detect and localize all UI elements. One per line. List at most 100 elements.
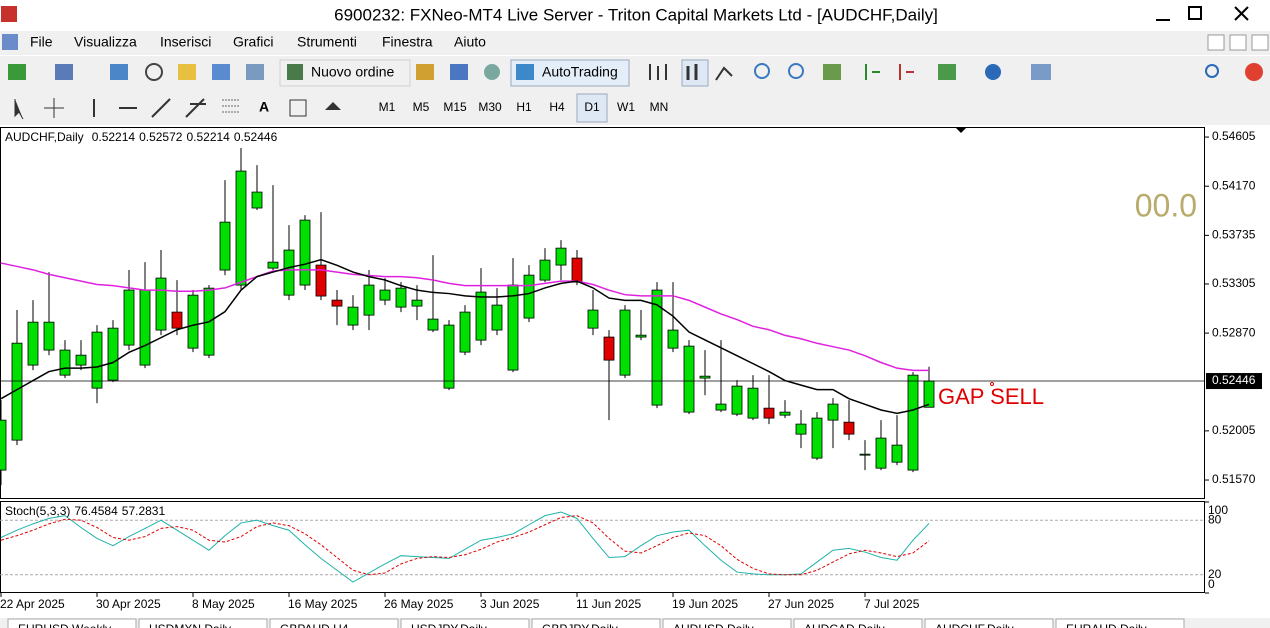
menu-item[interactable]: Inserisci [160, 34, 211, 50]
tab[interactable] [7, 618, 137, 628]
timeframe-button[interactable]: W1 [617, 100, 635, 114]
text-tool[interactable]: A [259, 99, 269, 115]
tab-label: AUDCAD,Daily [804, 622, 885, 628]
market-button[interactable] [484, 64, 500, 80]
notifications-button[interactable] [1245, 63, 1263, 81]
tester-button[interactable] [246, 64, 264, 80]
menu-item[interactable]: Finestra [382, 34, 433, 50]
bar-chart-button[interactable] [649, 64, 667, 80]
chart-header: AUDCHF,Daily 0.52214 0.52572 0.52214 0.52446 [5, 130, 278, 144]
terminal-button[interactable] [212, 64, 230, 80]
metaeditor-button[interactable] [416, 64, 434, 80]
tab[interactable] [793, 618, 923, 628]
menu-item[interactable]: Grafici [233, 34, 273, 50]
timeframe-button[interactable]: MN [650, 100, 669, 114]
indicators-button[interactable] [938, 64, 956, 80]
timeframe-button[interactable]: H4 [549, 100, 565, 114]
window-title: 6900232: FXNeo-MT4 Live Server - Triton … [334, 5, 938, 24]
menu-item[interactable]: Aiuto [454, 34, 486, 50]
candle-icon [686, 64, 698, 80]
candle-body [379, 289, 391, 301]
stoch-panel-border [0, 501, 1205, 593]
market-watch-button[interactable] [110, 64, 128, 80]
tab[interactable] [138, 618, 268, 628]
candle-body [875, 437, 887, 469]
x-tick-label: 16 May 2025 [288, 597, 358, 611]
autotrading-icon [516, 64, 534, 80]
title-bar [0, 0, 1270, 31]
menu-item[interactable]: Strumenti [297, 34, 357, 50]
crosshair-tool[interactable] [44, 98, 64, 118]
timeframe-button[interactable]: M5 [413, 100, 430, 114]
chart-shift-button[interactable] [899, 64, 914, 80]
chart-tabs: EURUSD,Weekly USDMXN,Daily GBPAUD,H4 USDJPY… [0, 618, 1270, 628]
mdi-restore[interactable] [1229, 34, 1247, 51]
cursor-button[interactable] [14, 99, 24, 120]
app-icon [1, 6, 17, 22]
trendline-tool[interactable] [151, 98, 171, 118]
timeframe-button[interactable]: M15 [443, 100, 467, 114]
candle-body [779, 411, 791, 416]
periods-button[interactable] [985, 64, 1001, 80]
candle-body [619, 309, 631, 376]
templates-button[interactable] [1031, 64, 1051, 80]
menu-item[interactable]: Visualizza [74, 34, 137, 50]
tab-label: GBPJPY,Daily [542, 622, 618, 628]
candle-body [283, 249, 295, 296]
candle-body [155, 277, 167, 331]
candle-body [267, 261, 279, 269]
candle-body [443, 324, 455, 389]
menu-bar [0, 31, 1270, 55]
x-tick-label: 8 May 2025 [192, 597, 255, 611]
tab[interactable] [269, 618, 399, 628]
fibonacci-tool[interactable] [222, 99, 240, 113]
new-chart-button[interactable] [8, 64, 26, 80]
arrows-tool[interactable] [325, 102, 341, 110]
autoscroll-button[interactable] [865, 64, 880, 80]
tab[interactable] [924, 618, 1054, 628]
navigator-button[interactable] [178, 64, 196, 80]
mdi-minimize[interactable] [1207, 34, 1225, 51]
line-chart-button[interactable] [715, 66, 733, 81]
profiles-button[interactable] [55, 64, 73, 80]
menu-item[interactable]: File [30, 34, 53, 50]
zoom-in-button[interactable] [754, 63, 770, 79]
candle-body [859, 453, 871, 456]
tab[interactable] [662, 618, 792, 628]
candle-body [667, 329, 679, 349]
tab[interactable] [400, 618, 530, 628]
channel-tool[interactable] [185, 98, 206, 118]
candle-body [315, 264, 327, 297]
candle-body [843, 421, 855, 435]
maximize-button[interactable] [1188, 6, 1202, 20]
tab[interactable] [531, 618, 661, 628]
tab-label: AUDCHF,Daily [935, 622, 1014, 628]
stoch-header: Stoch(5,3,3) 76.4584 57.2831 [5, 504, 165, 518]
label-tool[interactable] [289, 99, 307, 117]
tab-label: GBPAUD,H4 [280, 622, 349, 628]
timeframe-button[interactable]: D1 [584, 100, 600, 114]
x-tick-label: 22 Apr 2025 [0, 597, 65, 611]
timeframe-button[interactable]: M30 [478, 100, 502, 114]
y-tick-label: 0.54170 [1212, 178, 1256, 192]
close-button[interactable] [1234, 6, 1249, 21]
candle-body [763, 407, 775, 419]
tab[interactable] [1055, 618, 1185, 628]
timeframe-button[interactable]: H1 [516, 100, 532, 114]
timeframe-button[interactable]: M1 [379, 100, 396, 114]
candle-body [59, 349, 71, 376]
zoom-out-button[interactable] [788, 63, 804, 79]
mdi-close[interactable] [1251, 34, 1269, 51]
crosshair-button[interactable] [145, 63, 163, 81]
search-button[interactable] [1205, 64, 1219, 78]
x-tick-label: 7 Jul 2025 [864, 597, 920, 611]
stoch-tick-label: 100 [1208, 503, 1228, 517]
candle-body [27, 321, 39, 366]
candle-body [587, 309, 599, 329]
candle-body [347, 306, 359, 326]
signals-button[interactable] [450, 64, 468, 80]
y-tick-label: 0.53305 [1212, 276, 1256, 290]
candle-body [891, 444, 903, 463]
candle-body [299, 219, 311, 286]
tile-button[interactable] [823, 64, 841, 80]
